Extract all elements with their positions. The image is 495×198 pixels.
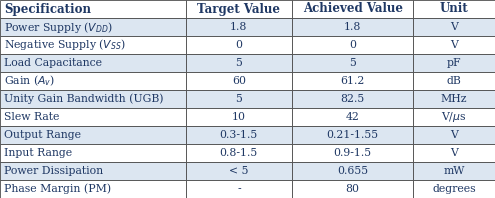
Text: Specification: Specification [4, 3, 91, 15]
Text: Target Value: Target Value [198, 3, 280, 15]
Bar [413, 0, 495, 18]
Bar [0, 18, 186, 36]
Bar [0, 180, 186, 198]
Bar [292, 90, 413, 108]
Bar [413, 180, 495, 198]
Bar [292, 162, 413, 180]
Text: pF: pF [447, 58, 461, 68]
Text: V: V [450, 22, 458, 32]
Bar [0, 54, 186, 72]
Bar [0, 36, 186, 54]
Text: Unity Gain Bandwidth (UGB): Unity Gain Bandwidth (UGB) [4, 94, 163, 104]
Text: 80: 80 [346, 184, 360, 194]
Text: 0.9-1.5: 0.9-1.5 [334, 148, 372, 158]
Bar [186, 108, 292, 126]
Bar [413, 54, 495, 72]
Text: V: V [450, 130, 458, 140]
Text: 0.8-1.5: 0.8-1.5 [220, 148, 258, 158]
Text: 0.3-1.5: 0.3-1.5 [220, 130, 258, 140]
Text: Phase Margin (PM): Phase Margin (PM) [4, 184, 111, 194]
Bar [186, 126, 292, 144]
Text: V/$\mu$s: V/$\mu$s [442, 110, 467, 124]
Text: Achieved Value: Achieved Value [302, 3, 403, 15]
Bar [186, 180, 292, 198]
Bar [413, 36, 495, 54]
Bar [292, 0, 413, 18]
Bar [292, 36, 413, 54]
Text: dB: dB [447, 76, 461, 86]
Bar [413, 162, 495, 180]
Text: 1.8: 1.8 [230, 22, 248, 32]
Bar [413, 18, 495, 36]
Text: Power Dissipation: Power Dissipation [4, 166, 103, 176]
Text: 1.8: 1.8 [344, 22, 361, 32]
Text: 0.655: 0.655 [337, 166, 368, 176]
Text: Load Capacitance: Load Capacitance [4, 58, 102, 68]
Bar [0, 162, 186, 180]
Bar [0, 144, 186, 162]
Bar [0, 108, 186, 126]
Text: V: V [450, 148, 458, 158]
Text: V: V [450, 40, 458, 50]
Text: Output Range: Output Range [4, 130, 81, 140]
Text: 5: 5 [236, 58, 242, 68]
Text: 10: 10 [232, 112, 246, 122]
Text: 0.21-1.55: 0.21-1.55 [327, 130, 379, 140]
Text: 82.5: 82.5 [341, 94, 365, 104]
Text: Power Supply ($V_{DD}$): Power Supply ($V_{DD}$) [4, 19, 113, 34]
Bar [292, 72, 413, 90]
Text: Negative Supply ($V_{SS}$): Negative Supply ($V_{SS}$) [4, 37, 126, 52]
Bar [186, 144, 292, 162]
Bar [186, 90, 292, 108]
Bar [186, 36, 292, 54]
Text: 5: 5 [349, 58, 356, 68]
Bar [186, 54, 292, 72]
Text: Gain ($A_v$): Gain ($A_v$) [4, 74, 55, 88]
Bar [292, 18, 413, 36]
Text: 5: 5 [236, 94, 242, 104]
Bar [0, 90, 186, 108]
Bar [0, 72, 186, 90]
Text: Input Range: Input Range [4, 148, 72, 158]
Text: 60: 60 [232, 76, 246, 86]
Text: 0: 0 [349, 40, 356, 50]
Text: MHz: MHz [441, 94, 467, 104]
Bar [413, 72, 495, 90]
Text: < 5: < 5 [229, 166, 248, 176]
Bar [186, 18, 292, 36]
Bar [186, 72, 292, 90]
Text: degrees: degrees [432, 184, 476, 194]
Text: 0: 0 [235, 40, 243, 50]
Bar [292, 54, 413, 72]
Text: 42: 42 [346, 112, 360, 122]
Bar [292, 180, 413, 198]
Bar [0, 126, 186, 144]
Text: 61.2: 61.2 [341, 76, 365, 86]
Text: mW: mW [444, 166, 465, 176]
Text: Unit: Unit [440, 3, 469, 15]
Bar [0, 0, 186, 18]
Bar [413, 126, 495, 144]
Bar [186, 0, 292, 18]
Text: -: - [237, 184, 241, 194]
Bar [413, 144, 495, 162]
Bar [292, 144, 413, 162]
Bar [413, 90, 495, 108]
Bar [186, 162, 292, 180]
Bar [413, 108, 495, 126]
Text: Slew Rate: Slew Rate [4, 112, 59, 122]
Bar [292, 126, 413, 144]
Bar [292, 108, 413, 126]
